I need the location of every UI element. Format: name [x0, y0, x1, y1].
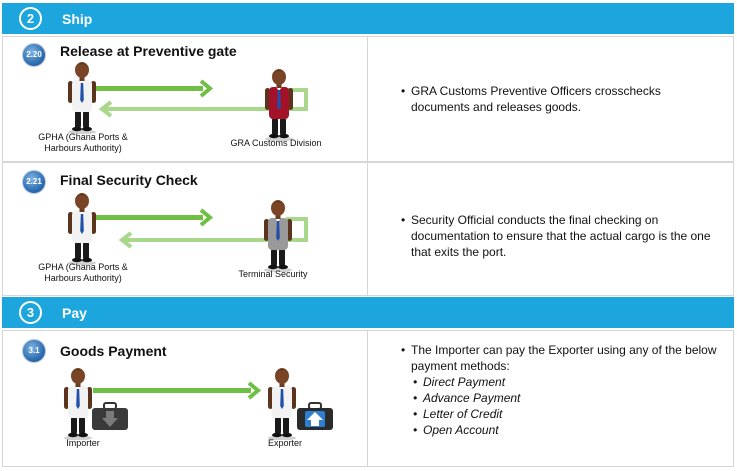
step-description: GRA Customs Preventive Officers crossche…	[401, 83, 721, 115]
step-title: Release at Preventive gate	[60, 43, 237, 59]
person-icon	[65, 191, 99, 265]
step-description: The Importer can pay the Exporter using …	[401, 342, 721, 438]
payment-method-item: Advance Payment	[401, 390, 721, 406]
step-title: Goods Payment	[60, 343, 167, 359]
actor-label-left: GPHA (Ghana Ports & Harbours Authority)	[38, 132, 128, 153]
description-bullet: Security Official conducts the final che…	[401, 212, 721, 260]
person-icon	[261, 198, 295, 272]
forward-arrow	[95, 79, 214, 98]
step-badge: 2.20	[22, 43, 46, 67]
step-row-release: 2.20 Release at Preventive gate GPHA (Gh…	[2, 36, 734, 162]
payment-method-item: Direct Payment	[401, 374, 721, 390]
step-row-security: 2.21 Final Security Check GPHA (Ghana Po…	[2, 162, 734, 296]
person-icon	[65, 60, 99, 134]
step-badge: 3.1	[22, 339, 46, 363]
payment-methods-list: Direct Payment Advance Payment Letter of…	[401, 374, 721, 438]
actor-label-right: Exporter	[267, 438, 302, 448]
forward-arrow	[95, 208, 214, 227]
actor-label-right: GRA Customs Division	[230, 138, 322, 148]
column-divider	[367, 331, 368, 466]
description-bullet: The Importer can pay the Exporter using …	[401, 342, 721, 374]
actor-label-right: Terminal Security	[238, 269, 308, 279]
section-header-ship: 2 Ship	[2, 3, 734, 34]
step-badge: 2.21	[22, 170, 46, 194]
briefcase-icon	[297, 402, 333, 430]
column-divider	[367, 37, 368, 161]
flow-arrows	[95, 79, 308, 118]
step-description: Security Official conducts the final che…	[401, 212, 721, 260]
section-title: Ship	[62, 11, 93, 27]
column-divider	[367, 163, 368, 295]
forward-arrow	[93, 381, 262, 400]
section-header-pay: 3 Pay	[2, 297, 734, 328]
person-icon	[262, 67, 296, 141]
actor-label-left: GPHA (Ghana Ports & Harbours Authority)	[38, 262, 128, 283]
return-arrow	[118, 217, 308, 249]
step-row-payment: 3.1 Goods Payment Importer Exporter The …	[2, 330, 734, 467]
person-icon	[265, 366, 299, 440]
flow-arrows	[95, 208, 308, 249]
actor-label-left: Importer	[66, 438, 100, 448]
step-title: Final Security Check	[60, 172, 198, 188]
payment-method-item: Open Account	[401, 422, 721, 438]
section-number-badge: 3	[19, 301, 42, 324]
section-number-badge: 2	[19, 7, 42, 30]
flow-arrows	[93, 381, 262, 400]
person-icon	[61, 366, 95, 440]
return-arrow	[98, 88, 308, 118]
payment-method-item: Letter of Credit	[401, 406, 721, 422]
section-title: Pay	[62, 305, 87, 321]
briefcase-icon	[92, 402, 128, 430]
description-bullet: GRA Customs Preventive Officers crossche…	[401, 83, 721, 115]
